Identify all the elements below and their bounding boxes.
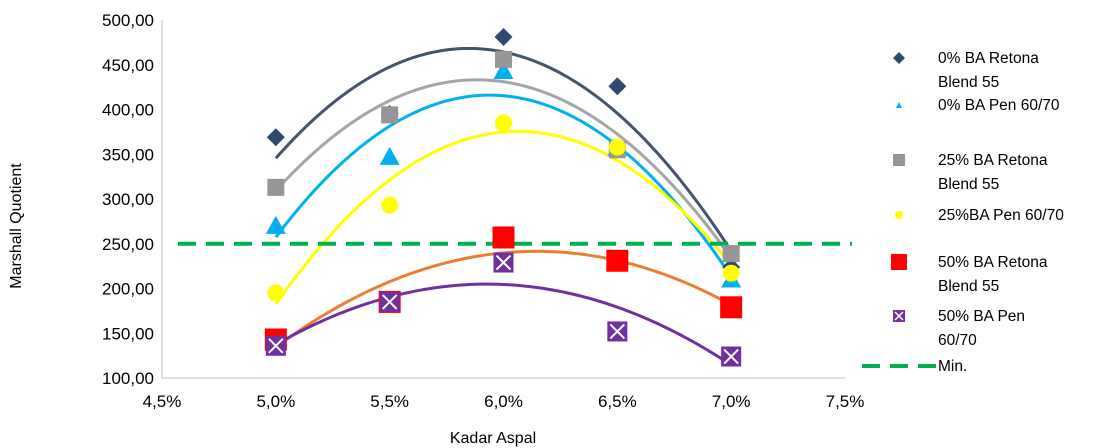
y-tick-label: 250,00 bbox=[102, 235, 154, 254]
legend-marker bbox=[893, 154, 905, 166]
x-tick-label: 6,0% bbox=[484, 392, 523, 411]
data-point bbox=[265, 335, 286, 356]
trendline bbox=[274, 93, 733, 278]
data-point bbox=[265, 215, 286, 234]
legend-label: 25%BA Pen 60/70 bbox=[938, 207, 1064, 224]
legend-label: 60/70 bbox=[938, 332, 977, 349]
legend-label: 50% BA Retona bbox=[938, 254, 1048, 271]
x-tick-label: 7,5% bbox=[826, 392, 865, 411]
legend-item: 50% BA Pen 60/70 bbox=[893, 308, 1025, 349]
y-tick-label: 100,00 bbox=[102, 369, 154, 388]
data-point bbox=[722, 245, 740, 263]
data-point bbox=[608, 138, 626, 156]
legend-marker-cross bbox=[894, 311, 904, 321]
data-point bbox=[493, 61, 514, 80]
trendlines bbox=[274, 46, 733, 367]
legend-item: 0% BA Pen 60/70 bbox=[896, 97, 1060, 114]
data-point bbox=[381, 196, 399, 214]
y-tick-label: 500,00 bbox=[102, 11, 154, 30]
legend-item: 25%BA Pen 60/70 bbox=[895, 207, 1064, 224]
marker-cross bbox=[381, 294, 398, 310]
data-point bbox=[495, 114, 512, 132]
data-point bbox=[607, 321, 628, 342]
legend-label: Blend 55 bbox=[938, 74, 999, 91]
y-tick-label: 200,00 bbox=[102, 280, 154, 299]
marker-cross bbox=[723, 348, 739, 365]
trendline bbox=[274, 129, 733, 306]
trendline bbox=[274, 78, 733, 259]
legend-label: Blend 55 bbox=[938, 176, 999, 193]
data-point bbox=[267, 284, 285, 302]
x-tick-label: 5,0% bbox=[256, 392, 295, 411]
legend-item: 50% BA Retona Blend 55 bbox=[891, 254, 1048, 295]
y-tick-label: 400,00 bbox=[102, 101, 154, 120]
legend-marker bbox=[896, 102, 902, 108]
x-axis-title: Kadar Aspal bbox=[450, 430, 536, 447]
marker-cross bbox=[268, 338, 284, 354]
data-point bbox=[722, 264, 740, 282]
data-point bbox=[606, 249, 629, 272]
legend-label: 50% BA Pen bbox=[938, 308, 1025, 325]
legend-marker bbox=[895, 211, 903, 219]
data-point bbox=[379, 146, 400, 165]
legend-label: 0% BA Pen 60/70 bbox=[938, 97, 1060, 114]
marker-cross bbox=[609, 323, 626, 340]
marker-cross bbox=[495, 254, 512, 271]
y-axis-title: Marshall Quotient bbox=[8, 163, 25, 289]
legend-label: 0% BA Retona bbox=[938, 50, 1039, 67]
data-point bbox=[721, 346, 742, 367]
y-tick-label: 450,00 bbox=[102, 56, 154, 75]
data-point bbox=[608, 77, 627, 96]
data-point bbox=[494, 28, 513, 47]
legend-label: Blend 55 bbox=[938, 278, 999, 295]
legend-item: 0% BA Retona Blend 55 bbox=[893, 50, 1039, 91]
y-tick-label: 300,00 bbox=[102, 190, 154, 209]
data-point bbox=[266, 128, 285, 147]
y-tick-label: 150,00 bbox=[102, 324, 154, 343]
legend-marker bbox=[891, 254, 907, 270]
data-point bbox=[381, 106, 399, 124]
legend: 0% BA Retona Blend 55 0% BA Pen 60/70 25% B… bbox=[862, 50, 1064, 375]
data-point bbox=[379, 291, 400, 312]
data-point bbox=[720, 296, 743, 319]
trendline bbox=[275, 282, 732, 367]
legend-item-min: Min. bbox=[862, 358, 967, 375]
legend-label: Min. bbox=[938, 358, 967, 375]
legend-item: 25% BA Retona Blend 55 bbox=[893, 152, 1048, 193]
x-tick-label: 5,5% bbox=[370, 392, 409, 411]
x-tick-label: 4,5% bbox=[143, 392, 182, 411]
data-point bbox=[493, 252, 514, 273]
data-points bbox=[264, 28, 743, 367]
data-point bbox=[267, 178, 285, 196]
x-tick-label: 6,5% bbox=[598, 392, 637, 411]
data-point bbox=[492, 226, 515, 249]
legend-label: 25% BA Retona bbox=[938, 152, 1048, 169]
axes: 100,00 150,00 200,00 250,00 300,00 350,00 400,… bbox=[102, 11, 864, 411]
data-point bbox=[495, 50, 512, 68]
y-tick-label: 350,00 bbox=[102, 145, 154, 164]
legend-marker bbox=[893, 52, 905, 64]
x-tick-label: 7,0% bbox=[712, 392, 751, 411]
